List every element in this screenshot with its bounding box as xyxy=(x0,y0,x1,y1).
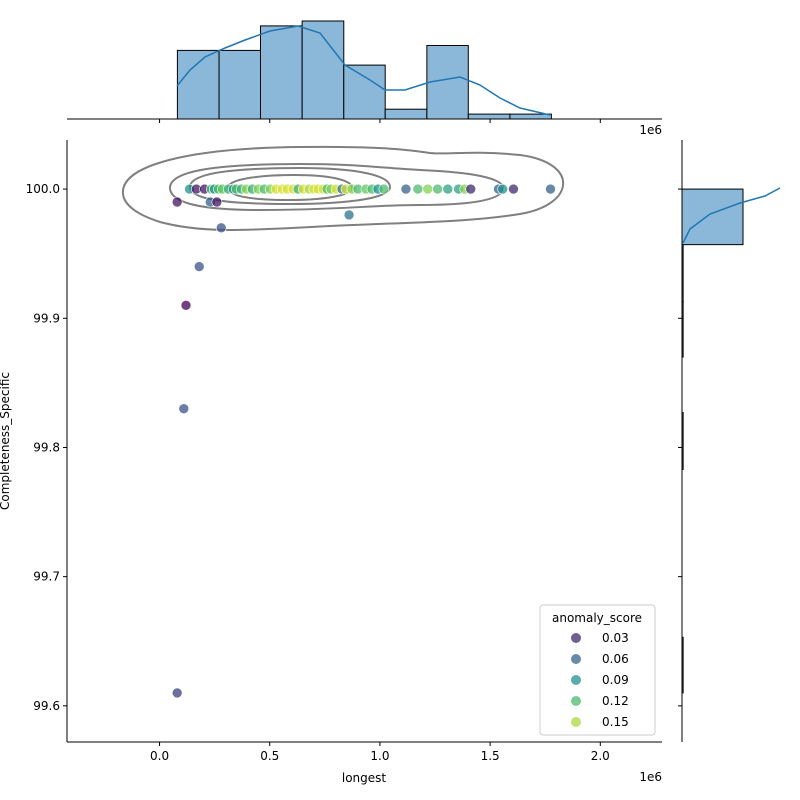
scatter-point xyxy=(400,183,412,195)
legend-title: anomaly_score xyxy=(552,611,642,625)
legend-marker xyxy=(571,675,581,685)
scatter-point xyxy=(211,196,223,208)
y-tick-label: 99.8 xyxy=(33,440,60,454)
x-ticks: 0.0 0.5 1.0 1.5 2.0 xyxy=(150,742,610,763)
scatter-point xyxy=(422,183,434,195)
right-hist-bar xyxy=(681,188,744,246)
scatter-point xyxy=(215,222,227,234)
scatter-point xyxy=(171,687,183,699)
top-hist-bar xyxy=(426,45,469,120)
x-tick-label: 0.5 xyxy=(260,749,279,763)
legend-label: 0.03 xyxy=(602,631,629,645)
top-hist-bar xyxy=(509,113,552,120)
top-hist-bar xyxy=(467,113,511,120)
scatter-point xyxy=(412,183,424,195)
legend-box xyxy=(539,604,656,736)
top-hist-bar xyxy=(218,49,261,120)
scatter-point xyxy=(442,183,454,195)
legend-marker xyxy=(571,633,581,643)
x-tick-label: 1.5 xyxy=(481,749,500,763)
top-hist-bar xyxy=(259,25,303,120)
legend-label: 0.09 xyxy=(602,673,629,687)
y-tick-label: 99.7 xyxy=(33,570,60,584)
scatter-point xyxy=(180,300,192,311)
legend: anomaly_score 0.03 0.06 0.09 0.12 0.15 xyxy=(539,604,656,736)
y-tick-label: 99.9 xyxy=(33,311,60,325)
main-axes xyxy=(66,140,662,743)
right-marginal-histogram xyxy=(678,140,781,742)
scatter-point xyxy=(178,403,190,415)
scatter-point xyxy=(508,183,519,195)
x-offset-label: 1e6 xyxy=(639,770,662,784)
legend-marker xyxy=(571,717,581,727)
x-axis-label: longest xyxy=(342,771,387,785)
scatter-point xyxy=(378,183,390,195)
top-hist-bar xyxy=(176,49,220,120)
y-tick-label: 99.6 xyxy=(33,699,60,713)
right-kde-curve xyxy=(682,187,781,244)
legend-label: 0.15 xyxy=(602,715,629,729)
legend-marker xyxy=(571,696,581,706)
y-tick-label: 100.0 xyxy=(26,182,60,196)
top-hist-bar xyxy=(343,64,386,120)
x-tick-label: 0.0 xyxy=(150,749,169,763)
scatter-point xyxy=(343,209,355,221)
legend-marker xyxy=(571,654,581,664)
scatter-point xyxy=(545,183,556,195)
legend-label: 0.06 xyxy=(602,652,629,666)
y-axis-label: Completeness_Specific xyxy=(0,372,12,510)
top-marginal-histogram xyxy=(67,20,662,123)
scatter-point xyxy=(497,183,508,195)
top-hist-bar xyxy=(384,108,428,120)
x-tick-label: 2.0 xyxy=(591,749,610,763)
top-offset-label: 1e6 xyxy=(639,123,662,137)
scatter-point xyxy=(465,183,477,195)
scatter-points xyxy=(171,183,556,699)
top-kde-curve xyxy=(176,25,551,116)
y-ticks: 99.6 99.7 99.8 99.9 100.0 xyxy=(26,182,67,713)
scatter-point xyxy=(432,183,443,195)
legend-label: 0.12 xyxy=(602,694,629,708)
kde-contour-line xyxy=(188,166,392,206)
scatter-point xyxy=(171,196,183,208)
scatter-point xyxy=(193,261,205,272)
x-tick-label: 1.0 xyxy=(370,749,389,763)
